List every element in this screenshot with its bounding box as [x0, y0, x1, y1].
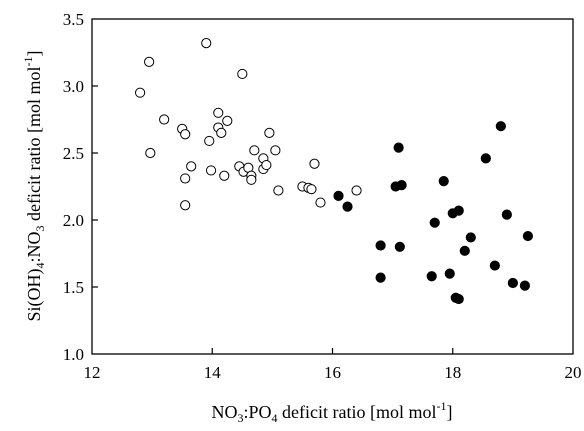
filled-data-point [394, 241, 405, 252]
y-axis-label: Si(OH)4:NO3 deficit ratio [mol mol-1] [21, 51, 47, 322]
open-data-point [249, 145, 260, 156]
data-points [135, 38, 534, 305]
filled-data-point [333, 190, 344, 201]
open-data-point [201, 38, 212, 49]
x-tick-label: 12 [84, 363, 101, 382]
y-tick-label: 2.0 [63, 211, 84, 230]
y-tick-label: 3.5 [63, 10, 84, 29]
filled-data-point [375, 240, 386, 251]
y-tick-label: 3.0 [63, 77, 84, 96]
open-data-point [237, 68, 248, 80]
open-data-point [306, 184, 317, 195]
open-data-point [264, 127, 275, 138]
filled-data-point [507, 277, 518, 289]
y-tick-label: 1.5 [63, 278, 84, 297]
open-data-point [315, 197, 326, 208]
x-tick-label: 16 [324, 363, 341, 382]
y-tick-label: 2.5 [63, 144, 84, 163]
filled-data-point [453, 205, 464, 216]
filled-data-point [426, 271, 437, 282]
open-data-point [135, 87, 146, 98]
open-data-point [186, 161, 197, 172]
filled-data-point [495, 121, 506, 132]
x-tick-label: 14 [204, 363, 222, 382]
filled-data-point [375, 272, 386, 283]
x-tick-label: 20 [565, 363, 582, 382]
open-data-point [219, 170, 230, 181]
filled-data-point [501, 209, 512, 220]
y-axis-ticks: 1.0 1.5 2.0 2.5 3.0 3.5 [63, 10, 98, 364]
x-tick-label: 18 [444, 363, 461, 382]
filled-data-point [459, 245, 470, 256]
filled-data-point [342, 201, 353, 212]
open-data-point [273, 185, 284, 196]
filled-data-point [396, 180, 407, 191]
filled-data-point [480, 153, 491, 164]
x-axis-label: NO3:PO4 deficit ratio [mol mol-1] [212, 399, 453, 425]
filled-data-point [444, 268, 455, 279]
open-data-point [159, 114, 170, 125]
open-data-point [213, 107, 224, 118]
open-data-point [246, 174, 257, 185]
filled-data-point [393, 142, 404, 153]
open-data-point [309, 158, 320, 169]
filled-data-point [522, 230, 534, 242]
x-axis-ticks: 12 14 16 18 20 [84, 348, 582, 382]
open-data-point [144, 56, 155, 67]
filled-data-point [438, 176, 449, 187]
filled-data-point [429, 217, 440, 228]
open-data-point [270, 145, 281, 156]
open-data-point [222, 115, 233, 126]
open-data-point [180, 129, 191, 140]
open-data-point [145, 147, 156, 159]
open-data-point [180, 200, 191, 211]
open-data-point [205, 165, 217, 176]
filled-data-point [465, 232, 476, 243]
open-data-point [204, 135, 215, 147]
open-data-point [351, 185, 362, 196]
open-data-point [261, 159, 272, 171]
open-data-point [180, 173, 191, 184]
y-tick-label: 1.0 [63, 345, 84, 364]
open-data-point [216, 127, 227, 138]
filled-data-point [489, 260, 500, 271]
filled-data-point [519, 280, 531, 291]
plot-frame [91, 18, 574, 355]
filled-data-point [453, 293, 464, 305]
